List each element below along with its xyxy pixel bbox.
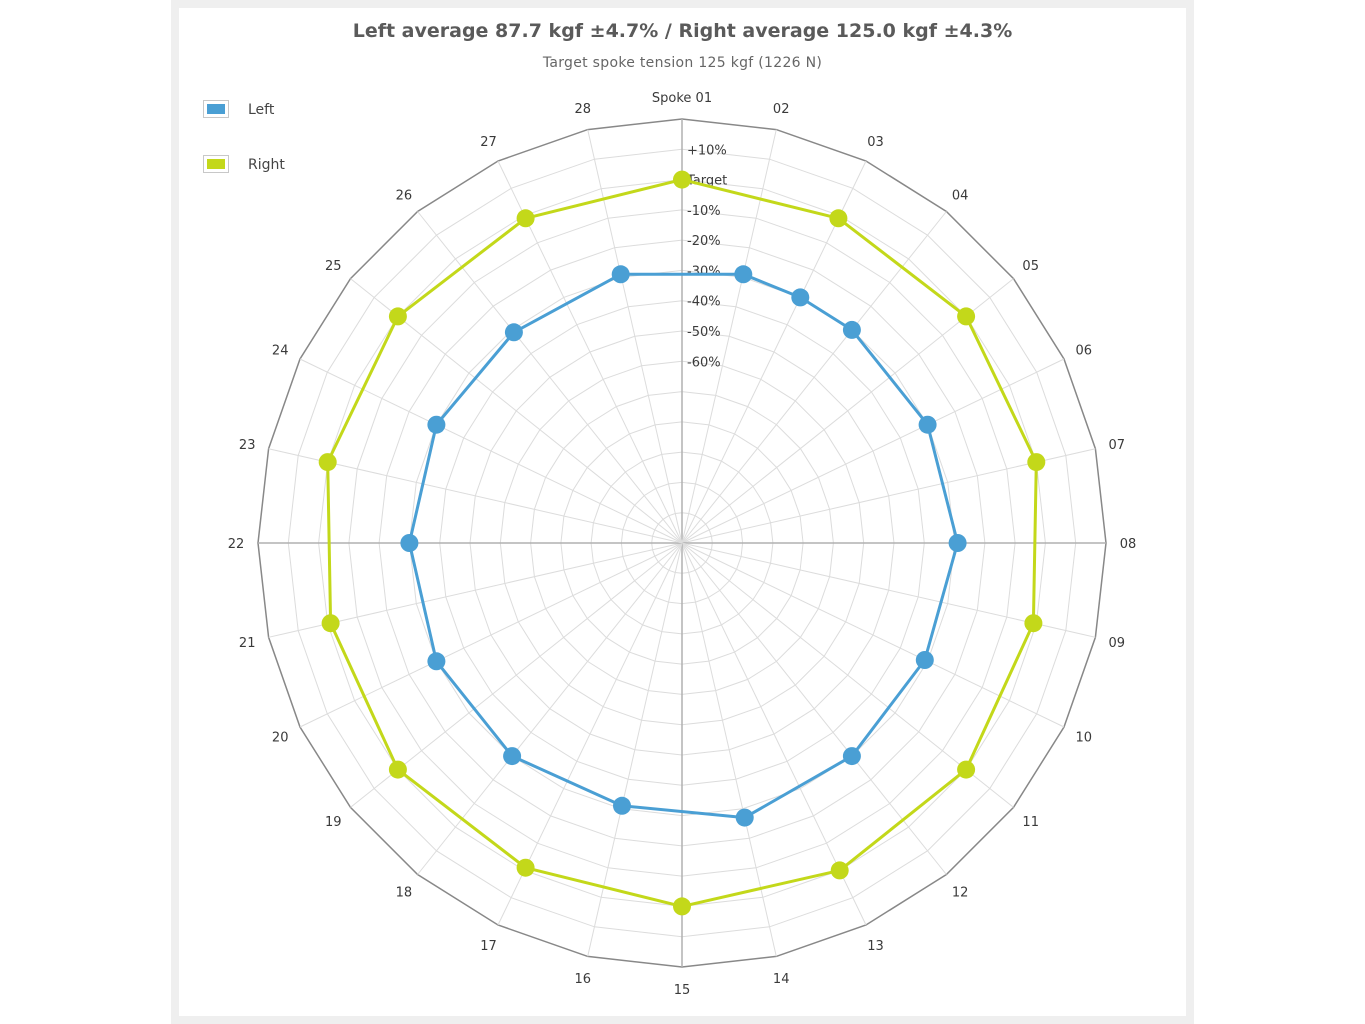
data-point-right-1 bbox=[673, 170, 691, 189]
legend-label-left: Left bbox=[248, 102, 275, 118]
spoke-line bbox=[350, 278, 683, 544]
chart-title: Left average 87.7 kgf ±4.7% / Right aver… bbox=[352, 20, 1013, 42]
data-point-left-20 bbox=[427, 652, 446, 671]
legend-swatch-left bbox=[203, 100, 229, 118]
spoke-label-16: 16 bbox=[575, 972, 592, 987]
spoke-label-26: 26 bbox=[396, 188, 413, 203]
legend-label-right: Right bbox=[248, 157, 285, 173]
spoke-label-20: 20 bbox=[272, 731, 289, 746]
legend-swatch-right bbox=[203, 155, 229, 173]
spoke-label-1: Spoke 01 bbox=[652, 91, 712, 106]
data-point-right-7 bbox=[1027, 453, 1046, 472]
spoke-label-24: 24 bbox=[272, 344, 289, 359]
chart-subtitle: Target spoke tension 125 kgf (1226 N) bbox=[542, 55, 823, 71]
spoke-line bbox=[681, 542, 1014, 808]
spoke-line bbox=[681, 358, 1065, 544]
spoke-label-10: 10 bbox=[1076, 731, 1093, 746]
spoke-label-15: 15 bbox=[674, 983, 691, 998]
data-point-left-2 bbox=[734, 265, 753, 284]
spoke-label-3: 03 bbox=[867, 135, 884, 150]
ring-label: +10% bbox=[687, 143, 727, 158]
spoke-label-25: 25 bbox=[325, 259, 342, 274]
spoke-label-6: 06 bbox=[1076, 344, 1093, 359]
data-point-left-10 bbox=[915, 651, 934, 669]
data-point-left-8 bbox=[948, 534, 967, 552]
ring-label: -30% bbox=[687, 264, 721, 279]
spoke-label-23: 23 bbox=[239, 438, 256, 453]
data-point-right-13 bbox=[830, 861, 849, 880]
data-point-left-28 bbox=[611, 265, 630, 284]
data-point-right-27 bbox=[516, 209, 535, 228]
data-point-right-17 bbox=[516, 858, 535, 877]
spoke-label-22: 22 bbox=[228, 537, 245, 552]
spoke-line bbox=[681, 542, 947, 875]
spoke-label-21: 21 bbox=[239, 636, 256, 651]
ring-label: Target bbox=[686, 174, 727, 189]
spoke-label-9: 09 bbox=[1109, 636, 1126, 651]
spoke-label-11: 11 bbox=[1022, 815, 1039, 830]
spoke-label-19: 19 bbox=[325, 815, 342, 830]
spoke-line bbox=[681, 278, 1014, 544]
data-point-left-3 bbox=[791, 288, 810, 307]
spoke-label-2: 02 bbox=[773, 102, 790, 117]
data-point-right-9 bbox=[1024, 614, 1043, 633]
spoke-label-12: 12 bbox=[952, 886, 969, 901]
data-point-left-14 bbox=[735, 808, 754, 827]
spoke-label-13: 13 bbox=[867, 939, 884, 954]
ring-label: -40% bbox=[687, 295, 721, 310]
spoke-label-27: 27 bbox=[480, 135, 497, 150]
data-point-right-3 bbox=[829, 209, 848, 228]
spoke-line bbox=[681, 542, 1065, 728]
spoke-line bbox=[681, 542, 867, 926]
spoke-label-28: 28 bbox=[575, 102, 592, 117]
spoke-line bbox=[299, 542, 683, 728]
spoke-label-17: 17 bbox=[480, 939, 497, 954]
data-point-left-22 bbox=[400, 534, 419, 552]
ring-label: -20% bbox=[687, 234, 721, 249]
data-point-right-15 bbox=[673, 897, 691, 916]
spoke-line bbox=[268, 448, 683, 544]
spoke-label-14: 14 bbox=[773, 972, 790, 987]
data-point-left-24 bbox=[427, 415, 446, 434]
data-point-left-4 bbox=[842, 320, 861, 339]
spoke-line bbox=[681, 448, 1096, 544]
data-point-right-11 bbox=[957, 760, 976, 779]
data-point-right-5 bbox=[957, 307, 976, 326]
spoke-line bbox=[417, 542, 683, 875]
data-point-left-6 bbox=[918, 415, 937, 434]
ring-label: -50% bbox=[687, 325, 721, 340]
spoke-label-18: 18 bbox=[396, 886, 413, 901]
ring-label: -60% bbox=[687, 355, 721, 370]
ring-label: -10% bbox=[687, 204, 721, 219]
spoke-label-5: 05 bbox=[1022, 259, 1039, 274]
data-point-right-19 bbox=[388, 760, 407, 779]
spoke-line bbox=[350, 542, 683, 808]
data-point-right-21 bbox=[321, 614, 340, 633]
series-line-left bbox=[407, 272, 960, 820]
data-point-left-16 bbox=[613, 796, 631, 815]
data-point-left-18 bbox=[503, 747, 522, 766]
spoke-label-7: 07 bbox=[1109, 438, 1126, 453]
data-point-right-23 bbox=[318, 453, 337, 472]
spoke-line bbox=[299, 358, 683, 544]
spoke-label-4: 04 bbox=[952, 188, 969, 203]
spoke-label-8: 08 bbox=[1120, 537, 1137, 552]
data-point-left-12 bbox=[842, 747, 861, 766]
spoke-line bbox=[417, 211, 683, 544]
data-point-left-26 bbox=[504, 323, 523, 342]
data-point-right-25 bbox=[388, 307, 407, 326]
spoke-line bbox=[681, 211, 947, 544]
